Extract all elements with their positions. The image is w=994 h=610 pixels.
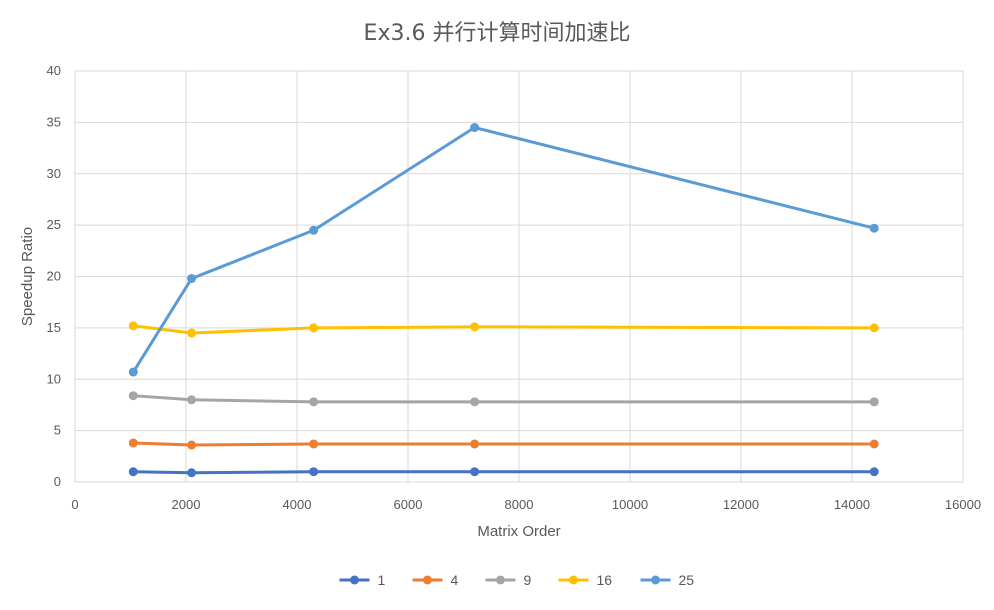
data-point <box>187 440 197 450</box>
legend-swatch-marker <box>651 575 660 585</box>
data-point <box>470 322 480 332</box>
data-point <box>187 274 197 284</box>
x-tick-label: 6000 <box>394 497 423 512</box>
legend-item-1: 1 <box>339 572 386 588</box>
data-point <box>128 321 138 331</box>
plot-area <box>74 70 964 483</box>
legend-label: 4 <box>451 572 459 588</box>
y-tick-label: 25 <box>47 217 61 232</box>
y-tick-label: 0 <box>54 474 61 489</box>
series-line <box>131 470 876 475</box>
legend-label: 9 <box>524 572 532 588</box>
legend-label: 25 <box>679 572 695 588</box>
gridlines <box>74 70 964 483</box>
y-axis-ticks: 0 5 10 15 20 25 30 35 40 <box>47 63 61 489</box>
data-point <box>187 395 197 405</box>
data-point <box>470 123 480 133</box>
y-tick-label: 5 <box>54 423 61 438</box>
x-tick-label: 4000 <box>283 497 312 512</box>
legend-item-4: 4 <box>412 572 459 588</box>
x-tick-label: 10000 <box>612 497 648 512</box>
y-tick-label: 30 <box>47 166 61 181</box>
data-point <box>470 397 480 407</box>
series-1 <box>128 467 879 478</box>
legend: 1 4 9 16 25 <box>339 572 695 588</box>
legend-swatch-marker <box>350 575 359 585</box>
data-point <box>128 438 138 448</box>
data-point <box>128 391 138 401</box>
data-point <box>187 468 197 478</box>
x-tick-label: 14000 <box>834 497 870 512</box>
data-point <box>869 439 879 449</box>
data-point <box>869 467 879 477</box>
data-point <box>309 439 319 449</box>
legend-swatch-marker <box>423 575 432 585</box>
x-tick-label: 0 <box>71 497 78 512</box>
data-point <box>869 223 879 233</box>
y-tick-label: 10 <box>47 371 61 386</box>
data-point <box>309 225 319 235</box>
data-point <box>187 328 197 338</box>
legend-swatch-marker <box>569 575 578 585</box>
y-tick-label: 20 <box>47 269 61 284</box>
data-point <box>309 397 319 407</box>
series-line <box>131 324 876 335</box>
series-line <box>131 126 876 374</box>
data-point <box>470 439 480 449</box>
series-line <box>131 441 876 447</box>
series-25 <box>128 123 879 377</box>
data-point <box>309 467 319 477</box>
x-tick-label: 2000 <box>172 497 201 512</box>
y-tick-label: 15 <box>47 320 61 335</box>
series-4 <box>128 438 879 450</box>
series-layer <box>128 123 879 478</box>
legend-item-25: 25 <box>640 572 695 588</box>
data-point <box>869 397 879 407</box>
chart-title: Ex3.6 并行计算时间加速比 <box>364 21 631 46</box>
series-16 <box>128 321 879 338</box>
series-9 <box>128 391 879 407</box>
x-tick-label: 16000 <box>945 497 981 512</box>
y-tick-label: 35 <box>47 114 61 129</box>
x-tick-label: 8000 <box>505 497 534 512</box>
legend-label: 1 <box>378 572 386 588</box>
y-axis-title: Speedup Ratio <box>19 227 36 326</box>
y-tick-label: 40 <box>47 63 61 78</box>
legend-item-16: 16 <box>558 572 613 588</box>
x-axis-ticks: 0 2000 4000 6000 8000 10000 12000 14000 16000 <box>71 497 981 512</box>
x-tick-label: 12000 <box>723 497 759 512</box>
data-point <box>128 367 138 377</box>
data-point <box>869 323 879 333</box>
legend-label: 16 <box>597 572 613 588</box>
legend-swatch-marker <box>496 575 505 585</box>
x-axis-title: Matrix Order <box>477 523 560 540</box>
data-point <box>128 467 138 477</box>
legend-item-9: 9 <box>485 572 532 588</box>
data-point <box>309 323 319 333</box>
data-point <box>470 467 480 477</box>
series-line <box>131 394 876 404</box>
